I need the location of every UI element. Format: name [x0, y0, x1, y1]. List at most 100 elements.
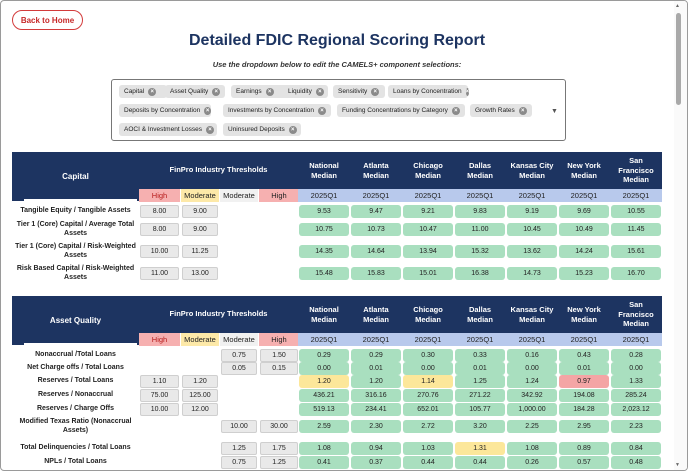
threshold-value: 11.25: [182, 245, 218, 258]
threshold-value: 10.00: [140, 245, 179, 258]
region-value: 11.45: [611, 223, 661, 236]
region-header: San Francisco Median: [610, 152, 662, 189]
region-header: Atlanta Median: [350, 296, 402, 333]
region-value: 0.94: [351, 442, 401, 455]
remove-chip-icon[interactable]: ×: [465, 87, 470, 96]
section-title: Capital: [12, 152, 139, 201]
threshold-value: 1.10: [140, 375, 179, 388]
remove-chip-icon[interactable]: ×: [148, 87, 157, 96]
component-chip: Asset Quality ×: [165, 85, 225, 98]
thresholds-header: FinPro Industry Thresholds: [139, 296, 298, 331]
remove-chip-icon[interactable]: ×: [371, 87, 380, 96]
metric-label: Net Charge offs / Total Loans: [27, 364, 124, 372]
vertical-scrollbar[interactable]: [674, 1, 687, 470]
remove-chip-icon[interactable]: ×: [318, 106, 326, 115]
metric-label: Tier 1 (Core) Capital / Risk-Weighted As…: [15, 242, 136, 259]
threshold-value: 1.20: [182, 375, 218, 388]
chip-label: Asset Quality: [170, 88, 209, 95]
metric-label: Total Delinquencies / Total Loans: [20, 444, 131, 452]
period-label: 2025Q1: [610, 333, 662, 346]
region-value: 0.00: [611, 362, 661, 375]
region-value: 15.48: [299, 267, 349, 280]
region-value: 105.77: [455, 403, 505, 416]
period-label: 2025Q1: [610, 189, 662, 202]
region-value: 1.20: [299, 375, 349, 388]
chevron-down-icon[interactable]: ▼: [551, 108, 558, 115]
region-value: 10.45: [507, 223, 557, 236]
region-value: 0.30: [403, 349, 453, 362]
region-value: 14.73: [507, 267, 557, 280]
region-value: 2,023.12: [611, 403, 661, 416]
region-value: 10.55: [611, 205, 661, 218]
component-chip: Funding Concentrations by Category ×: [337, 104, 465, 117]
chip-label: Liquidity: [288, 88, 312, 95]
component-chip: Loans by Concentration ×: [388, 85, 470, 98]
remove-chip-icon[interactable]: ×: [315, 87, 324, 96]
region-header: Chicago Median: [402, 152, 454, 189]
region-value: 1.24: [507, 375, 557, 388]
remove-chip-icon[interactable]: ×: [212, 87, 221, 96]
threshold-value: 0.75: [221, 456, 257, 469]
metric-label: Reserves / Total Loans: [37, 377, 114, 385]
region-value: 194.08: [559, 389, 609, 402]
remove-chip-icon[interactable]: ×: [204, 106, 211, 115]
chip-label: Deposits by Concentration: [124, 107, 201, 114]
threshold-value: 10.00: [221, 420, 257, 433]
remove-chip-icon[interactable]: ×: [265, 87, 274, 96]
region-value: 271.22: [455, 389, 505, 402]
threshold-label: High: [139, 189, 180, 202]
region-value: 1.08: [507, 442, 557, 455]
region-value: 9.83: [455, 205, 505, 218]
page-subtitle: Use the dropdown below to edit the CAMEL…: [212, 60, 462, 69]
threshold-value: 125.00: [182, 389, 218, 402]
region-value: 0.89: [559, 442, 609, 455]
period-label: 2025Q1: [558, 333, 610, 346]
component-chip: Capital ×: [119, 85, 167, 98]
region-value: 342.92: [507, 389, 557, 402]
region-value: 2.25: [507, 420, 557, 433]
remove-chip-icon[interactable]: ×: [451, 106, 460, 115]
period-label: 2025Q1: [350, 333, 402, 346]
scroll-up-arrow-icon[interactable]: ▲: [675, 3, 680, 9]
component-chip: Investments by Concentration ×: [223, 104, 331, 117]
region-value: 15.23: [559, 267, 609, 280]
region-value: 15.83: [351, 267, 401, 280]
metric-label: Reserves / Charge Offs: [36, 405, 115, 413]
region-value: 1.03: [403, 442, 453, 455]
period-label: 2025Q1: [454, 189, 506, 202]
threshold-label: Moderate: [181, 333, 219, 346]
period-label: 2025Q1: [298, 189, 350, 202]
remove-chip-icon[interactable]: ×: [206, 125, 215, 134]
region-value: 0.57: [559, 456, 609, 469]
component-chip: Growth Rates ×: [470, 104, 532, 117]
metric-label: Reserves / Nonaccrual: [37, 391, 114, 399]
region-value: 519.13: [299, 403, 349, 416]
remove-chip-icon[interactable]: ×: [518, 106, 527, 115]
threshold-label: High: [259, 189, 299, 202]
region-value: 9.69: [559, 205, 609, 218]
thresholds-header: FinPro Industry Thresholds: [139, 152, 298, 187]
region-value: 0.41: [299, 456, 349, 469]
threshold-value: 0.15: [260, 362, 298, 375]
camels-component-multiselect[interactable]: Capital × Asset Quality × Earnings × Liquidity…: [111, 79, 566, 141]
region-value: 316.16: [351, 389, 401, 402]
period-label: 2025Q1: [506, 333, 558, 346]
region-value: 2.59: [299, 420, 349, 433]
page-title: Detailed FDIC Regional Scoring Report: [188, 32, 486, 49]
scroll-down-arrow-icon[interactable]: ▼: [675, 462, 680, 468]
region-value: 15.32: [455, 245, 505, 258]
component-chip: Sensitivity ×: [333, 85, 385, 98]
region-header: Chicago Median: [402, 296, 454, 333]
back-to-home-button[interactable]: Back to Home: [12, 10, 83, 30]
threshold-value: 12.00: [182, 403, 218, 416]
threshold-value: 10.00: [140, 403, 179, 416]
region-value: 1.08: [299, 442, 349, 455]
component-chip: Deposits by Concentration ×: [119, 104, 211, 117]
region-value: 15.61: [611, 245, 661, 258]
scrollbar-thumb[interactable]: [676, 13, 681, 105]
region-header: New York Median: [558, 152, 610, 189]
region-value: 9.47: [351, 205, 401, 218]
remove-chip-icon[interactable]: ×: [288, 125, 297, 134]
region-value: 436.21: [299, 389, 349, 402]
region-value: 10.49: [559, 223, 609, 236]
